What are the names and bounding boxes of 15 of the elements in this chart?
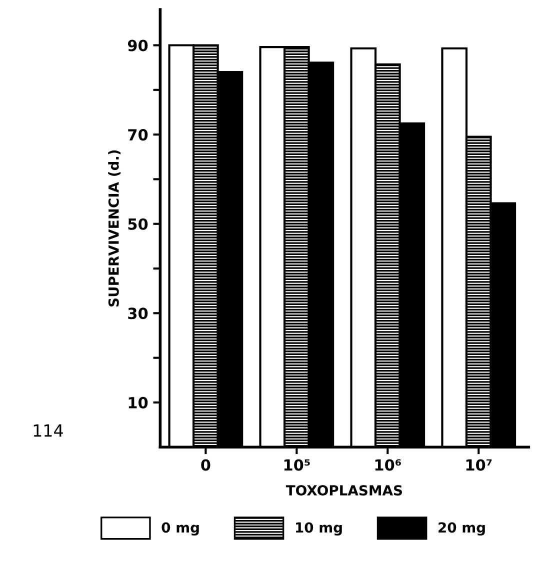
legend-label: 0 mg bbox=[162, 522, 199, 536]
legend-label: 20 mg bbox=[438, 522, 485, 536]
x-tick-label: 0 bbox=[201, 459, 210, 471]
x-axis-title: TOXOPLASMAS bbox=[286, 485, 402, 496]
legend-label: 10 mg bbox=[296, 522, 342, 536]
x-tick-label: 10⁵ bbox=[284, 459, 310, 471]
x-tick-label: 10⁶ bbox=[375, 459, 401, 471]
y-tick-label: 50 bbox=[128, 218, 148, 230]
x-tick-label: 10⁷ bbox=[466, 459, 492, 471]
y-axis-title: SUPERVIVENCIA (d.) bbox=[108, 150, 121, 306]
y-tick-label: 90 bbox=[128, 40, 148, 52]
text: 114 bbox=[34, 424, 63, 437]
y-tick-label: 70 bbox=[128, 129, 148, 141]
y-tick-label: 10 bbox=[128, 396, 148, 408]
y-tick-label: 30 bbox=[128, 308, 148, 320]
